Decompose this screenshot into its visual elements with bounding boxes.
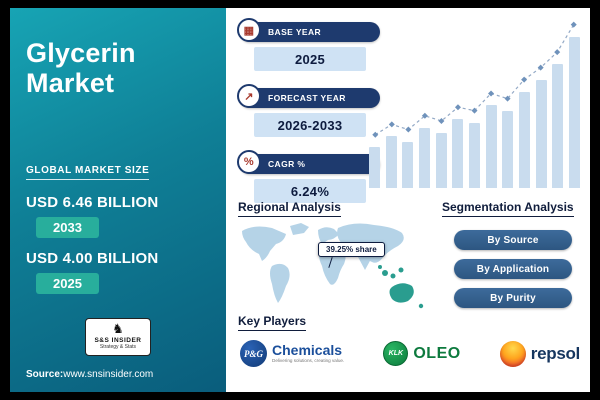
segmentation-buttons: By Source By Application By Purity bbox=[454, 230, 572, 317]
logo-tagline: Strategy & Stats bbox=[99, 343, 137, 350]
world-map: 39.25% share bbox=[234, 220, 434, 320]
trend-bar bbox=[369, 146, 380, 188]
percent-icon: % bbox=[237, 150, 261, 174]
stat-label: FORECAST YEAR bbox=[268, 93, 346, 103]
trend-bar bbox=[502, 110, 514, 188]
world-map-graphic bbox=[242, 223, 424, 309]
trend-bar bbox=[552, 64, 564, 188]
left-panel: Glycerin Market GLOBAL MARKET SIZE USD 6… bbox=[10, 8, 226, 392]
market-value-2033: USD 6.46 BILLION bbox=[26, 194, 159, 212]
region-share-callout: 39.25% share bbox=[318, 242, 385, 257]
regional-analysis-heading: Regional Analysis bbox=[238, 200, 341, 217]
stat-base-year: ▦ BASE YEAR 2025 bbox=[237, 18, 380, 71]
segmentation-analysis-heading: Segmentation Analysis bbox=[442, 200, 574, 217]
trend-bars bbox=[367, 16, 582, 188]
source-line: Source:www.snsinsider.com bbox=[26, 369, 210, 382]
stat-pill-forecast-year: ↗ FORECAST YEAR bbox=[237, 84, 380, 108]
infographic-frame: Glycerin Market GLOBAL MARKET SIZE USD 6… bbox=[10, 8, 590, 392]
trend-bar bbox=[468, 122, 480, 188]
key-players-heading: Key Players bbox=[238, 314, 307, 331]
calendar-icon: ▦ bbox=[237, 18, 261, 42]
stat-label: BASE YEAR bbox=[268, 27, 322, 37]
source-label: Source: bbox=[26, 369, 64, 380]
forecast-icon: ↗ bbox=[237, 84, 261, 108]
trend-line bbox=[372, 21, 577, 138]
source-link[interactable]: www.snsinsider.com bbox=[63, 369, 154, 380]
trend-bar bbox=[402, 141, 414, 188]
trend-bar bbox=[435, 132, 447, 188]
right-panel: ▦ BASE YEAR 2025 ↗ FORECAST YEAR 2026-20… bbox=[226, 8, 590, 392]
stat-value-forecast-year: 2026-2033 bbox=[254, 113, 366, 137]
pg-tagline: Delivering solutions, creating value. bbox=[272, 357, 345, 363]
by-source-button[interactable]: By Source bbox=[454, 230, 572, 250]
market-value-2025: USD 4.00 BILLION bbox=[26, 250, 159, 268]
stat-pill-cagr: % CAGR % bbox=[237, 150, 380, 174]
stat-forecast-year: ↗ FORECAST YEAR 2026-2033 bbox=[237, 84, 380, 137]
pg-wordmark: Chemicals bbox=[272, 342, 343, 359]
repsol-logo: repsol bbox=[499, 340, 581, 367]
trend-bar bbox=[535, 79, 547, 188]
klk-wordmark: OLEO bbox=[413, 344, 461, 362]
market-size-section: GLOBAL MARKET SIZE USD 6.46 BILLION 2033… bbox=[26, 160, 210, 302]
sns-insider-logo: ♞ S&S INSIDER Strategy & Stats bbox=[85, 318, 151, 356]
chess-knight-icon: ♞ bbox=[112, 321, 124, 337]
by-application-button[interactable]: By Application bbox=[454, 259, 572, 279]
year-badge-2033: 2033 bbox=[36, 217, 99, 239]
repsol-wordmark: repsol bbox=[530, 343, 581, 363]
growth-trend-chart bbox=[367, 16, 582, 188]
pg-logo-icon: P&G bbox=[240, 340, 267, 367]
stat-pill-base-year: ▦ BASE YEAR bbox=[237, 18, 380, 42]
market-size-label: GLOBAL MARKET SIZE bbox=[26, 165, 150, 181]
trend-bar bbox=[452, 119, 464, 188]
klk-oleo-logo: KLK OLEO bbox=[383, 341, 460, 366]
stat-value-base-year: 2025 bbox=[254, 47, 366, 71]
trend-bar bbox=[418, 127, 430, 188]
stat-label: CAGR % bbox=[268, 159, 306, 169]
stat-value-cagr: 6.24% bbox=[254, 179, 366, 203]
trend-bar bbox=[485, 105, 497, 188]
year-badge-2025: 2025 bbox=[36, 273, 99, 295]
page-title: Glycerin Market bbox=[26, 38, 136, 99]
repsol-logo-icon bbox=[499, 340, 526, 367]
key-players-row: P&G Chemicals Delivering solutions, crea… bbox=[240, 340, 580, 367]
klk-logo-icon: KLK bbox=[383, 341, 409, 366]
by-purity-button[interactable]: By Purity bbox=[454, 288, 572, 308]
stat-cagr: % CAGR % 6.24% bbox=[237, 150, 380, 203]
trend-bar bbox=[518, 91, 530, 188]
stats-column: ▦ BASE YEAR 2025 ↗ FORECAST YEAR 2026-20… bbox=[237, 18, 380, 220]
logo-name: S&S INSIDER bbox=[94, 337, 142, 345]
pg-chemicals-logo: P&G Chemicals Delivering solutions, crea… bbox=[240, 340, 344, 367]
trend-bar bbox=[568, 36, 580, 188]
trend-bar bbox=[385, 136, 397, 188]
